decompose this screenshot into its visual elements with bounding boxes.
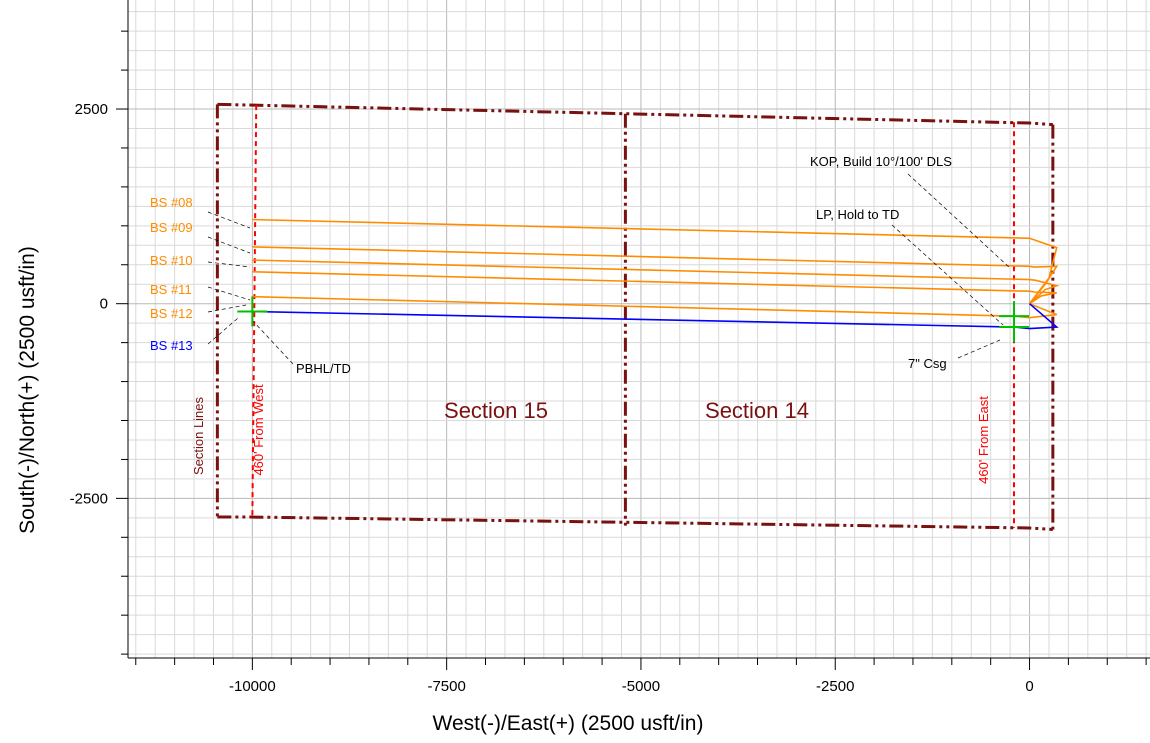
x-tick-label: -10000 [229, 678, 276, 695]
section-14-label: Section 14 [705, 398, 809, 423]
leader-line [207, 211, 251, 229]
x-tick-label: -7500 [427, 678, 465, 695]
section-15-label: Section 15 [444, 398, 548, 423]
from-west-label: 460' From West [251, 384, 266, 475]
x-tick-label: 0 [1025, 678, 1033, 695]
leader-line [891, 224, 1004, 326]
leader-lines [207, 173, 1011, 365]
leader-line [207, 317, 239, 345]
series-line-bs-09 [252, 246, 1059, 305]
kop-label: KOP, Build 10°/100' DLS [810, 154, 952, 169]
leader-line [907, 173, 1011, 269]
pbhl-label: PBHL/TD [296, 361, 351, 376]
section-line [217, 102, 1053, 127]
offset-line [251, 105, 258, 518]
x-axis-title: West(-)/East(+) (2500 usft/in) [433, 712, 704, 735]
labels: West(-)/East(+) (2500 usft/in) South(-)/… [16, 154, 991, 735]
grid [128, 0, 1150, 658]
bs-label-11: BS #11 [150, 282, 192, 297]
bs-label-08: BS #08 [150, 195, 193, 210]
y-tick-label: 2500 [75, 101, 108, 118]
axes [127, 0, 1150, 659]
bs-label-10: BS #10 [150, 253, 193, 268]
bs-label-12: BS #12 [150, 306, 193, 321]
from-east-label: 460' From East [976, 396, 991, 484]
x-tick-label: -5000 [622, 678, 660, 695]
section-lines-label: Section Lines [191, 396, 206, 475]
y-axis-title: South(-)/North(+) (2500 usft/in) [16, 246, 39, 534]
leader-line [251, 319, 294, 365]
series [252, 218, 1060, 330]
series-line-bs-08 [252, 218, 1058, 305]
y-tick-label: -2500 [70, 490, 108, 507]
leader-line [207, 261, 251, 268]
markers [237, 296, 1029, 343]
ticks: -10000 -7500 -5000 -2500 0 2500 0 -2500 [70, 30, 1147, 695]
lp-label: LP, Hold to TD [816, 207, 899, 222]
leader-line [957, 339, 1001, 359]
leader-line [207, 236, 251, 254]
bs-label-09: BS #09 [150, 220, 193, 235]
y-tick-label: 0 [100, 296, 108, 313]
section-line [217, 515, 1053, 532]
x-tick-label: -2500 [816, 678, 854, 695]
series-line-bs-13 [252, 303, 1059, 330]
series-line-bs-12 [252, 295, 1058, 319]
leader-line [207, 286, 251, 301]
bs-label-13: BS #13 [150, 338, 193, 353]
series-line-bs-11 [252, 270, 1057, 305]
csg-label: 7" Csg [908, 356, 947, 371]
